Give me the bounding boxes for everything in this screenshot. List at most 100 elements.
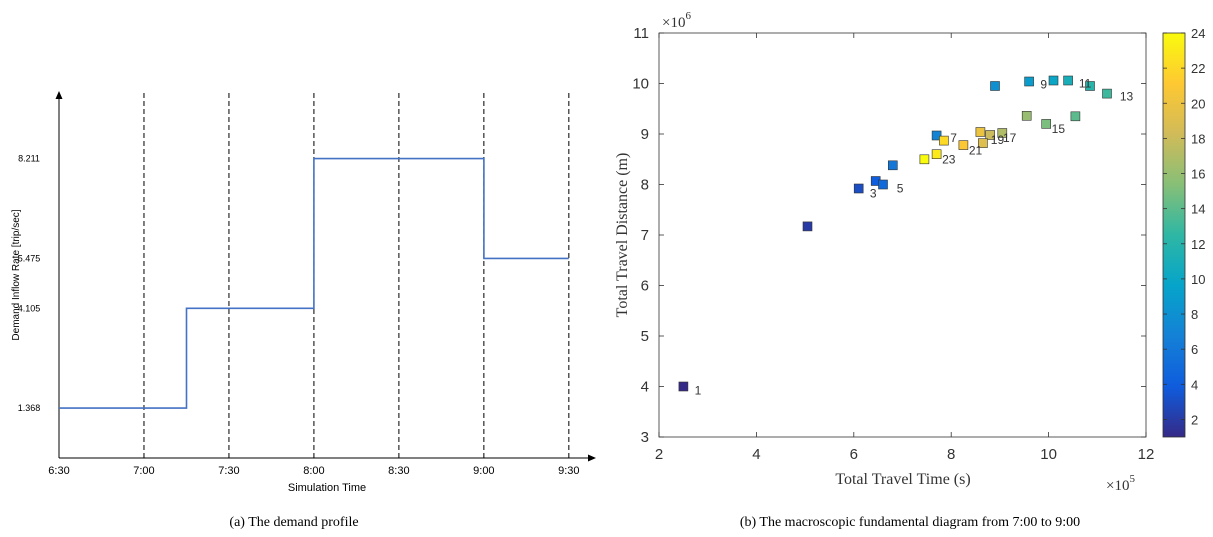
x-axis-label: Total Travel Time (s): [835, 471, 970, 488]
scatter-point: [1085, 81, 1095, 91]
scatter-point: [1070, 111, 1081, 122]
y-tick-label: 11: [633, 25, 649, 42]
point-label: 5: [897, 182, 904, 196]
scatter-points: [678, 75, 1112, 392]
scatter-point: [1048, 75, 1059, 86]
scatter-point: [997, 128, 1008, 138]
colorbar-tick-label: 14: [1191, 202, 1205, 217]
colorbar-tick-label: 20: [1191, 96, 1205, 111]
y-tick-label: 9: [641, 126, 649, 143]
x-tick-label: 7:00: [133, 465, 154, 477]
scatter-point: [931, 149, 942, 159]
y-tick-label: 8.211: [18, 154, 40, 164]
scatter-point: [802, 221, 813, 232]
x-tick-label: 10: [1040, 446, 1057, 463]
y-tick-label: 5: [641, 328, 649, 345]
scatter-point: [1024, 76, 1034, 87]
colorbar-tick-label: 6: [1191, 342, 1198, 357]
y-tick-label: 10: [632, 76, 649, 93]
point-label: 11: [1079, 77, 1092, 91]
x-multiplier: ×105: [1106, 473, 1135, 494]
colorbar-tick-label: 2: [1191, 412, 1198, 427]
scatter-point: [939, 135, 949, 146]
colorbar-tick-label: 12: [1191, 237, 1205, 252]
caption-a: (a) The demand profile: [229, 515, 358, 530]
scatter-point: [853, 183, 864, 194]
scatter-point: [975, 127, 986, 137]
y-tick-label: 5.475: [18, 253, 41, 263]
scatter-point: [931, 130, 942, 141]
x-multiplier-exponent: 5: [1129, 473, 1135, 485]
colorbar-tick-label: 10: [1191, 272, 1205, 287]
point-label: 7: [950, 131, 957, 145]
point-label: 9: [1040, 78, 1047, 92]
point-label: 15: [1052, 122, 1066, 136]
point-label: 21: [969, 144, 983, 158]
y-axis-label: Demand Inflow Rate [trip/sec]: [11, 209, 22, 340]
y-tick-label: 4: [641, 379, 649, 396]
scatter-point: [1102, 88, 1112, 99]
scatter-point: [1021, 111, 1032, 121]
colorbar-tick-label: 22: [1191, 61, 1205, 76]
plot-frame: [658, 32, 1147, 438]
y-axis-label: Total Travel Distance (m): [614, 153, 631, 318]
axis-ticks: [658, 32, 1147, 438]
scatter-point: [985, 130, 996, 140]
point-label: 3: [870, 187, 877, 201]
scatter-point: [1063, 75, 1073, 86]
demand-profile-chart: 6:30 7:00 7:30 8:00 8:30 9:00 9:30 1.368 4.105 5…: [11, 91, 596, 530]
x-tick-label: 2: [655, 446, 663, 463]
x-tick-label: 9:00: [473, 465, 494, 477]
scatter-point: [919, 154, 930, 165]
point-label: 19: [991, 133, 1005, 147]
x-tick-label: 12: [1138, 446, 1155, 463]
scatter-point: [887, 160, 898, 171]
y-tick-label: 3: [641, 429, 649, 446]
x-tick-label: 6:30: [48, 465, 69, 477]
y-tick-labels: 3 4 5 6 7 8 9 10 11: [632, 25, 649, 446]
y-multiplier-exponent: 6: [685, 10, 691, 22]
scatter-point: [958, 140, 969, 150]
x-tick-label: 7:30: [218, 465, 239, 477]
colorbar-tick-label: 18: [1191, 131, 1205, 146]
y-tick-label: 6: [641, 278, 649, 295]
x-axis-label: Simulation Time: [288, 482, 366, 494]
y-tick-labels: 1.368 4.105 5.475 8.211: [18, 154, 41, 414]
point-label: 1: [695, 384, 702, 398]
point-label: 13: [1120, 90, 1134, 104]
x-tick-label: 8: [947, 446, 955, 463]
x-tick-labels: 2 4 6 8 10 12: [655, 446, 1155, 463]
vertical-dashed-lines: [143, 91, 570, 458]
y-tick-label: 7: [641, 227, 649, 244]
point-label: 23: [942, 152, 956, 166]
y-tick-label: 1.368: [18, 403, 41, 413]
x-tick-label: 9:30: [558, 465, 579, 477]
x-tick-label: 8:00: [303, 465, 324, 477]
colorbar-tick-label: 4: [1191, 377, 1198, 392]
point-label: 17: [1003, 131, 1017, 145]
y-tick-label: 8: [641, 177, 649, 194]
caption-b: (b) The macroscopic fundamental diagram …: [740, 515, 1080, 530]
colorbar-tick-label: 8: [1191, 307, 1198, 322]
y-tick-label: 4.105: [18, 303, 41, 313]
scatter-point: [978, 138, 988, 148]
scatter-point: [878, 179, 888, 190]
scatter-point: [990, 81, 1000, 91]
y-axis-arrow: [55, 91, 63, 99]
scatter-point: [678, 381, 689, 392]
scatter-point: [1041, 119, 1051, 129]
x-axis-arrow: [588, 454, 596, 462]
y-multiplier: ×106: [662, 10, 691, 31]
colorbar: [1162, 32, 1186, 438]
x-tick-label: 8:30: [388, 465, 409, 477]
colorbar-tick-label: 16: [1191, 167, 1205, 182]
x-tick-label: 6: [850, 446, 858, 463]
demand-step-line: [59, 157, 569, 409]
x-tick-label: 4: [752, 446, 760, 463]
x-tick-labels: 6:30 7:00 7:30 8:00 8:30 9:00 9:30: [48, 465, 579, 477]
colorbar-tick-label: 24: [1191, 26, 1205, 41]
